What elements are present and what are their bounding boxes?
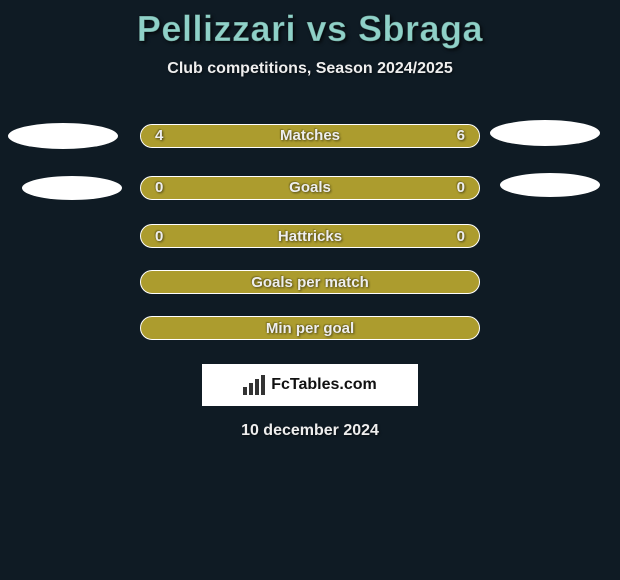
stat-value-right: 0 (457, 179, 465, 196)
page-title: Pellizzari vs Sbraga (137, 8, 483, 50)
subtitle: Club competitions, Season 2024/2025 (167, 60, 452, 78)
logo-text: FcTables.com (271, 376, 377, 394)
date: 10 december 2024 (241, 422, 379, 440)
stat-metric: Goals (289, 179, 331, 196)
barchart-icon (243, 375, 265, 395)
stat-bar: 0 Hattricks 0 (140, 224, 480, 248)
stat-metric: Min per goal (266, 320, 354, 337)
stat-row: Goals per match (2, 270, 618, 294)
stat-row: 0 Hattricks 0 (2, 224, 618, 248)
stat-row: Min per goal (2, 316, 618, 340)
stat-bar: Goals per match (140, 270, 480, 294)
stat-bar: Min per goal (140, 316, 480, 340)
stat-value-right: 0 (457, 228, 465, 245)
stat-bar: 4 Matches 6 (140, 124, 480, 148)
stat-metric: Matches (280, 127, 340, 144)
player-marker-right (490, 120, 600, 146)
stat-row: 4 Matches 6 (2, 120, 618, 151)
stat-value-left: 0 (155, 228, 163, 245)
stat-bar: 0 Goals 0 (140, 176, 480, 200)
stat-value-left: 0 (155, 179, 163, 196)
comparison-card: Pellizzari vs Sbraga Club competitions, … (0, 0, 620, 580)
player-marker-right (500, 173, 600, 197)
stat-value-right: 6 (457, 127, 465, 144)
player-marker-left (8, 123, 118, 149)
stat-metric: Goals per match (251, 274, 369, 291)
logo-box: FcTables.com (202, 364, 418, 406)
player-marker-left (22, 176, 122, 200)
stat-value-left: 4 (155, 127, 163, 144)
stat-rows: 4 Matches 6 0 Goals 0 0 Hattricks 0 Goals per mat… (2, 120, 618, 362)
stat-metric: Hattricks (278, 228, 342, 245)
stat-row: 0 Goals 0 (2, 173, 618, 202)
